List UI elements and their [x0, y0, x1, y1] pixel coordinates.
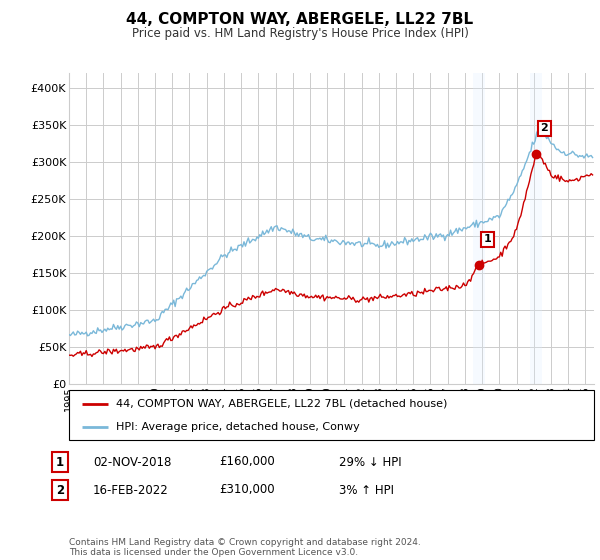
Text: 1: 1: [56, 455, 64, 469]
Text: £310,000: £310,000: [219, 483, 275, 497]
Text: HPI: Average price, detached house, Conwy: HPI: Average price, detached house, Conw…: [116, 422, 360, 432]
Text: 29% ↓ HPI: 29% ↓ HPI: [339, 455, 401, 469]
Text: Price paid vs. HM Land Registry's House Price Index (HPI): Price paid vs. HM Land Registry's House …: [131, 27, 469, 40]
Text: 16-FEB-2022: 16-FEB-2022: [93, 483, 169, 497]
Text: 44, COMPTON WAY, ABERGELE, LL22 7BL: 44, COMPTON WAY, ABERGELE, LL22 7BL: [127, 12, 473, 27]
Text: 3% ↑ HPI: 3% ↑ HPI: [339, 483, 394, 497]
Text: 2: 2: [56, 483, 64, 497]
Text: Contains HM Land Registry data © Crown copyright and database right 2024.
This d: Contains HM Land Registry data © Crown c…: [69, 538, 421, 557]
Text: 02-NOV-2018: 02-NOV-2018: [93, 455, 172, 469]
FancyBboxPatch shape: [69, 390, 594, 440]
Text: 1: 1: [484, 234, 491, 244]
Text: £160,000: £160,000: [219, 455, 275, 469]
Text: 2: 2: [541, 123, 548, 133]
Text: 44, COMPTON WAY, ABERGELE, LL22 7BL (detached house): 44, COMPTON WAY, ABERGELE, LL22 7BL (det…: [116, 399, 448, 409]
Bar: [530, 73, 542, 384]
Bar: [473, 73, 485, 384]
